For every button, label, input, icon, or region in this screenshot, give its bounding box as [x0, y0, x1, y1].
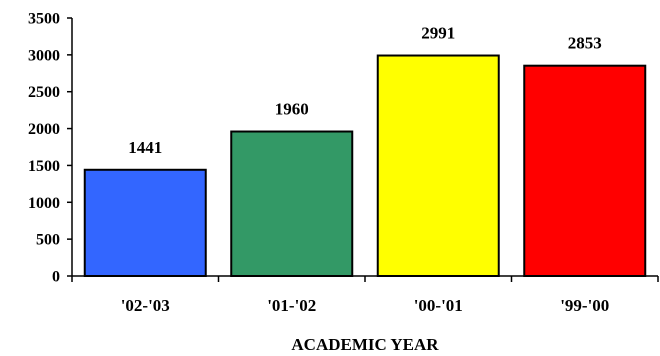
x-tick-label: '99-'00	[560, 296, 609, 315]
bar-1	[230, 130, 354, 277]
y-tick-label: 500	[36, 232, 60, 249]
y-tick-label: 2000	[28, 121, 60, 138]
data-label: 2853	[568, 34, 602, 53]
x-axis-ticks: '02-'03 '01-'02 '00-'01 '99-'00	[71, 276, 659, 315]
data-labels: 1441 1960 2991 2853	[128, 24, 602, 157]
bars	[83, 54, 647, 278]
bar-3	[523, 64, 647, 277]
x-tick-label: '00-'01	[414, 296, 463, 315]
y-tick-label: 1500	[28, 158, 60, 175]
x-tick-label: '02-'03	[121, 296, 170, 315]
x-axis-title: ACADEMIC YEAR	[291, 335, 439, 354]
data-label: 2991	[421, 24, 455, 43]
y-tick-label: 2500	[28, 84, 60, 101]
data-label: 1441	[128, 138, 162, 157]
bar-0	[83, 168, 207, 277]
y-tick-label: 3500	[28, 11, 60, 28]
data-label: 1960	[275, 100, 309, 119]
y-tick-label: 3000	[28, 47, 60, 64]
y-axis-ticks: 0 500 1000 1500 2000 2500 3000 3500	[28, 11, 72, 286]
y-tick-label: 1000	[28, 195, 60, 212]
bar-2	[376, 54, 500, 278]
y-tick-label: 0	[52, 269, 60, 286]
x-tick-label: '01-'02	[267, 296, 316, 315]
